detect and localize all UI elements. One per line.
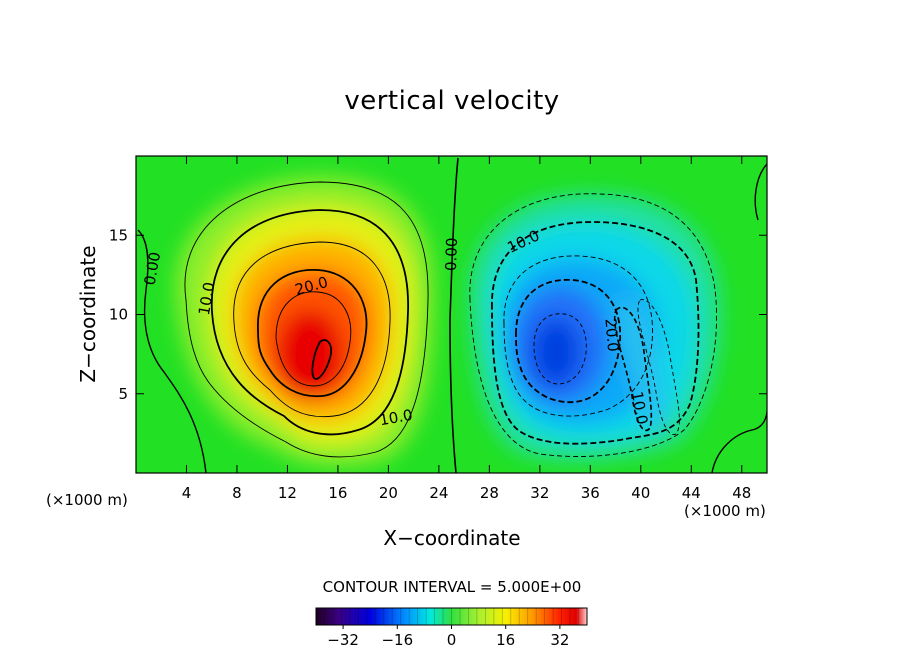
x-tick-label: 16 [328, 484, 347, 502]
contour-pos-5 [184, 181, 429, 458]
y-tick-label: 5 [118, 385, 128, 403]
contour-pos-25 [275, 291, 352, 387]
downdraft-core [532, 318, 580, 386]
contour-label-group: 0.00 [442, 237, 461, 271]
x-unit-left: (×1000 m) [46, 491, 128, 509]
x-tick-label: 24 [429, 484, 448, 502]
x-axis-label: X−coordinate [383, 526, 521, 550]
contour-label-group: 20.0 [601, 318, 622, 353]
colorbar-tick-label: −16 [381, 631, 413, 649]
contour-pos-10 [210, 209, 409, 436]
contour-neg-15 [503, 255, 653, 417]
contour-neg-band-2 [637, 299, 680, 435]
contour-zero-right-bottom [711, 411, 767, 473]
x-tick-label: 32 [530, 484, 549, 502]
x-ticks: 4 8 12 16 20 24 28 32 36 40 44 48 [182, 156, 751, 502]
x-tick-label: 20 [379, 484, 398, 502]
contour-label: 10.0 [378, 406, 414, 430]
contour-lines [137, 157, 767, 473]
x-tick-label: 12 [278, 484, 297, 502]
contour-label: 0.00 [141, 251, 165, 287]
contour-label: 20.0 [601, 318, 622, 353]
colorbar-tick-label: −32 [327, 631, 359, 649]
contour-zero-right-top [754, 163, 767, 221]
contour-neg-5 [469, 193, 718, 457]
contour-neg-25 [533, 313, 587, 385]
x-tick-label: 28 [480, 484, 499, 502]
y-axis-label: Z−coordinate [76, 245, 100, 383]
colorbar-tick-label: 0 [447, 631, 457, 649]
downdraft-band [616, 297, 664, 434]
contour-neg-10 [491, 221, 700, 445]
colorbar-tick-label: 32 [550, 631, 569, 649]
contour-pos-35 [311, 339, 332, 380]
contour-label-group: 10.0 [195, 281, 219, 317]
contour-pos-20 [257, 269, 368, 398]
contour-zero-center [449, 157, 459, 473]
contour-label: 0.00 [442, 237, 461, 271]
contour-label: 10.0 [628, 390, 652, 426]
contour-label-group: 0.00 [141, 251, 165, 287]
x-tick-label: 40 [631, 484, 650, 502]
x-tick-label: 36 [581, 484, 600, 502]
chart-title: vertical velocity [344, 86, 560, 116]
x-tick-label: 4 [182, 484, 192, 502]
x-tick-label: 8 [232, 484, 242, 502]
contour-neg-band-1 [613, 306, 653, 432]
colorbar-ticks: −32 −16 0 16 32 [327, 625, 569, 649]
contour-zero-left [137, 229, 207, 473]
x-tick-label: 48 [732, 484, 751, 502]
colorbar-bands [324, 608, 579, 625]
colorbar [316, 608, 587, 625]
contour-label-group: 10.0 [628, 390, 652, 426]
contour-label-group: 10.0 [378, 406, 414, 430]
contour-interval: CONTOUR INTERVAL = 5.000E+00 [322, 578, 582, 596]
y-tick-label: 10 [109, 306, 128, 324]
y-ticks: 5 10 15 [109, 226, 767, 403]
contour-label: 10.0 [195, 281, 219, 317]
colorbar-tick-label: 16 [496, 631, 515, 649]
y-tick-label: 15 [109, 226, 128, 244]
x-tick-label: 44 [682, 484, 701, 502]
contour-pos-15 [233, 241, 391, 418]
x-unit-right: (×1000 m) [684, 502, 766, 520]
